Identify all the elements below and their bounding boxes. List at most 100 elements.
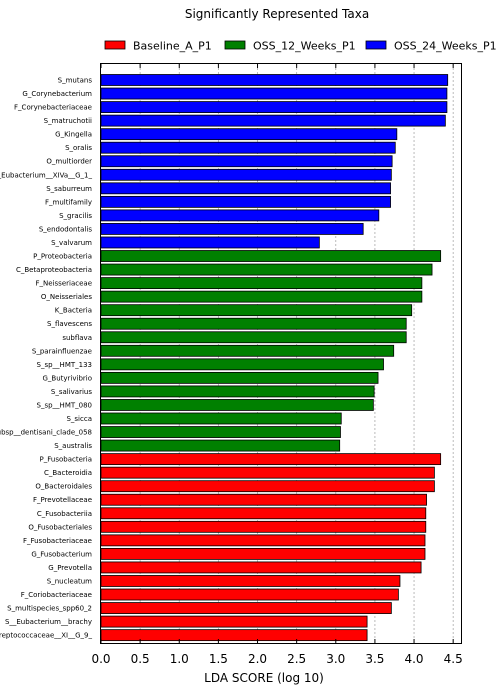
category-label: subflava: [62, 334, 92, 342]
category-label: S_endodontalis: [39, 225, 92, 233]
bar-K_Bacteria: [100, 304, 413, 317]
bar-S_mutans: [100, 74, 449, 86]
legend-swatch: [104, 40, 126, 50]
legend-swatch: [224, 40, 246, 50]
bar-G_Prevotella: [100, 561, 422, 574]
bar-G_Eubacterium__XIVa__G_1_: [100, 168, 392, 181]
bar-S_matruchotii: [100, 114, 446, 127]
bar-S_sp__HMT_133: [100, 358, 384, 371]
bar-F_Fusobacteriaceae: [100, 534, 426, 547]
bar-F_Corynebacteriaceae: [100, 101, 448, 113]
x-tick-label: 1.0: [170, 652, 189, 666]
category-label: S_sicca: [66, 415, 92, 423]
bar-S_subsp__dentisani_clade_058: [100, 426, 341, 438]
category-label: F_Neisseriaceae: [36, 280, 92, 288]
category-label: O_multiorder: [46, 158, 92, 166]
bar-G_Kingella: [100, 128, 398, 141]
legend: Baseline_A_P1 OSS_12_Weeks_P1 OSS_24_Weeks…: [104, 40, 497, 53]
bar-subflava: [100, 331, 407, 344]
bar-S_oralis: [100, 141, 396, 154]
category-label: F_Coriobacteriaceae: [21, 591, 92, 599]
bar-S_sicca: [100, 412, 342, 425]
category-label: G_Butyrivibrio: [42, 374, 92, 382]
category-label: C_Betaproteobacteria: [16, 266, 92, 274]
bar-G_Fusobacterium: [100, 548, 426, 560]
bar-O_Fusobacteriales: [100, 520, 427, 533]
chart-title: Significantly Represented Taxa: [185, 7, 369, 21]
bar-S_multispecies_spp60_2: [100, 602, 392, 614]
bar-S_nucleatum: [100, 575, 401, 587]
category-label: F_multifamily: [45, 198, 92, 206]
x-tick-label: 2.5: [287, 652, 306, 666]
category-label: S_multispecies_spp60_2: [7, 605, 92, 613]
category-label: C_Bacteroidia: [44, 469, 92, 477]
bar-P_Fusobacteria: [100, 453, 442, 466]
category-label: P_Proteobacteria: [33, 253, 92, 261]
category-label: S_flavescens: [47, 320, 92, 328]
x-tick-label: 3.5: [365, 652, 384, 666]
legend-label: Baseline_A_P1: [133, 40, 212, 53]
x-axis-label: LDA SCORE (log 10): [204, 671, 324, 685]
category-label: S_oralis: [65, 144, 92, 152]
bar-O_Neisseriales: [100, 290, 423, 303]
category-label: F_Corynebacteriaceae: [14, 104, 92, 112]
bar-S_valvarum: [100, 236, 320, 249]
bar-S_australis: [100, 439, 341, 452]
plot-frame: [100, 63, 462, 644]
category-label: F_Peptostreptococcaceae__XI__G_9_: [0, 632, 92, 640]
bar-S_saburreum: [100, 182, 391, 195]
bar-S_flavescens: [100, 317, 407, 330]
bar-S_parainfluenzae: [100, 344, 395, 357]
category-label: F_Fusobacteriaceae: [23, 537, 92, 545]
bar-S__Eubacterium__brachy: [100, 615, 368, 628]
category-label: C_Fusobacteriia: [37, 510, 92, 518]
bar-C_Fusobacteriia: [100, 507, 427, 520]
category-label: O_Neisseriales: [41, 293, 92, 301]
x-axis: 0.0 0.5 1.0 1.5 2.0 2.5 3.0 3.5 4.0 4.5: [91, 64, 463, 666]
category-label: P_Fusobacteria: [40, 456, 92, 464]
bar-O_Bacteroidales: [100, 480, 435, 493]
category-label: O_Bacteroidales: [35, 483, 92, 491]
category-label: G_Prevotella: [48, 564, 92, 572]
bar-O_multiorder: [100, 155, 393, 168]
category-label: S_saburreum: [46, 185, 92, 193]
x-tick-label: 0.0: [91, 652, 110, 666]
bar-G_Butyrivibrio: [100, 371, 379, 384]
category-label: S_mutans: [58, 77, 93, 85]
bar-F_Prevotellaceae: [100, 493, 427, 506]
category-label: G_Corynebacterium: [22, 90, 92, 98]
category-label: K_Bacteria: [55, 307, 92, 315]
x-tick-label: 2.0: [248, 652, 267, 666]
category-label: F_Prevotellaceae: [33, 496, 92, 504]
bar-P_Proteobacteria: [100, 250, 442, 262]
x-tick-label: 4.5: [444, 652, 463, 666]
bar-F_Peptostreptococcaceae__XI__G_9_: [100, 629, 368, 642]
x-tick-label: 0.5: [131, 652, 150, 666]
bar-F_multifamily: [100, 195, 391, 208]
category-label: S_matruchotii: [44, 117, 92, 125]
category-labels: S_mutans G_Corynebacterium F_Corynebacteri…: [0, 77, 93, 640]
bars-group: [100, 74, 449, 642]
category-label: S_nucleatum: [47, 577, 92, 585]
bar-G_Corynebacterium: [100, 87, 448, 100]
category-label: S_sp__HMT_080: [37, 401, 92, 409]
category-label: S_valvarum: [51, 239, 92, 247]
bar-S_sp__HMT_080: [100, 399, 374, 411]
x-tick-label: 1.5: [209, 652, 228, 666]
category-label: G_Fusobacterium: [31, 550, 92, 558]
bar-S_endodontalis: [100, 223, 364, 235]
category-label: S_subsp__dentisani_clade_058: [0, 429, 92, 437]
bar-C_Bacteroidia: [100, 466, 435, 479]
legend-swatch: [365, 40, 387, 50]
bar-S_gracilis: [100, 209, 380, 222]
category-label: O_Fusobacteriales: [28, 523, 92, 531]
bar-S_salivarius: [100, 385, 375, 398]
category-label: S_australis: [54, 442, 92, 450]
legend-label: OSS_12_Weeks_P1: [253, 40, 356, 53]
category-label: G_Kingella: [55, 131, 92, 139]
x-tick-label: 3.0: [326, 652, 345, 666]
bar-F_Neisseriaceae: [100, 277, 423, 290]
bar-F_Coriobacteriaceae: [100, 588, 399, 601]
category-label: G_Eubacterium__XIVa__G_1_: [0, 171, 92, 179]
